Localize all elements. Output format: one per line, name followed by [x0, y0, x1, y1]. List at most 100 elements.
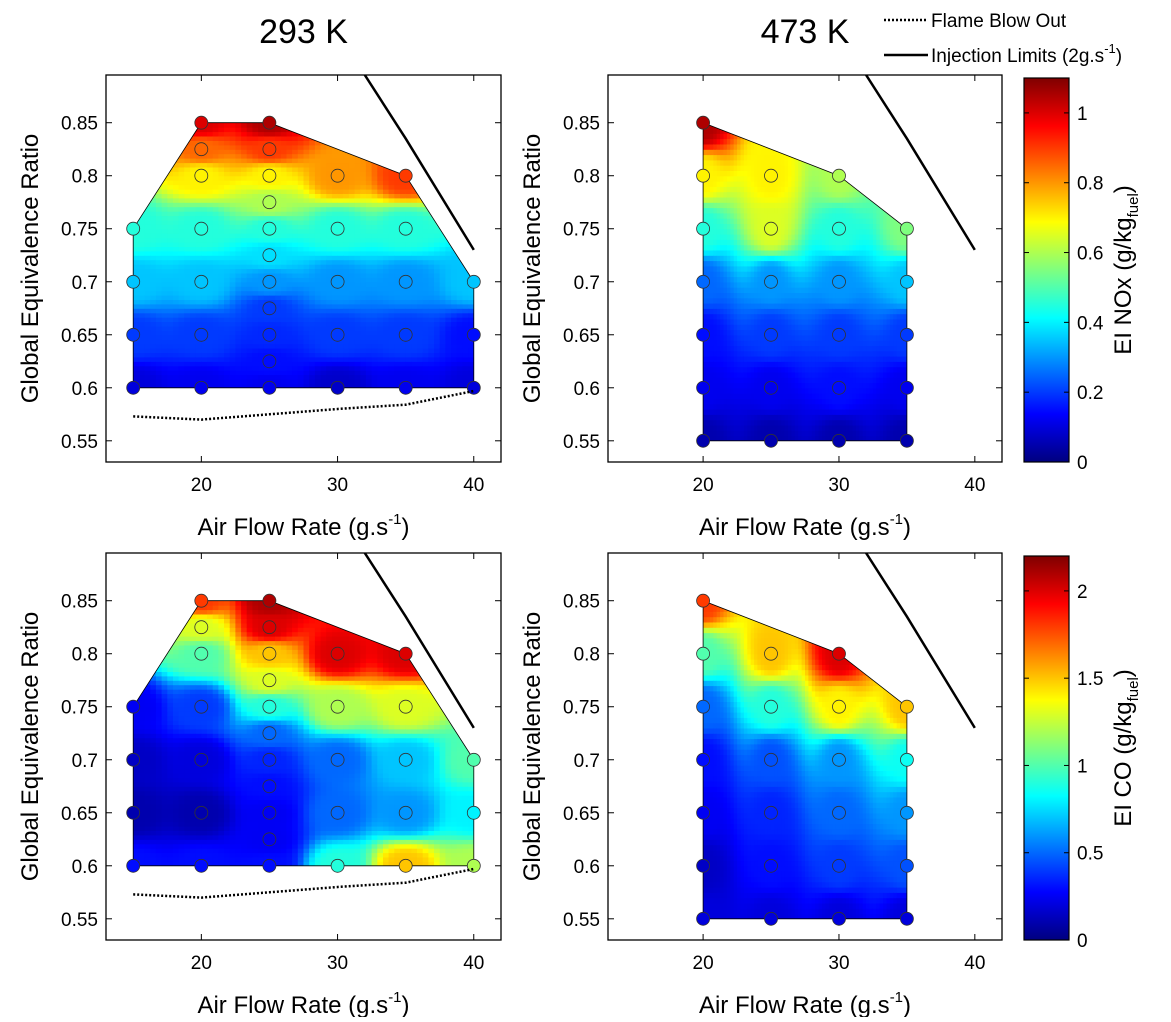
data-point — [195, 143, 208, 156]
x-tick-label: 20 — [693, 953, 714, 974]
y-tick-label: 0.85 — [61, 114, 98, 135]
y-tick-label: 0.8 — [574, 167, 600, 188]
y-tick-label: 0.65 — [563, 326, 600, 347]
data-point — [900, 806, 913, 819]
colorbar-label-tail: ) — [1110, 185, 1137, 193]
colorbar-tick-label: 0.8 — [1077, 174, 1103, 195]
x-tick-label: 40 — [463, 475, 484, 496]
data-point — [900, 434, 913, 447]
data-point — [765, 700, 778, 713]
data-point — [127, 806, 140, 819]
colorbar-label-text: EI CO (g/kg — [1110, 701, 1137, 826]
y-tick-label: 0.7 — [72, 273, 98, 294]
y-tick-label: 0.6 — [72, 379, 98, 400]
y-tick-label: 0.85 — [563, 114, 600, 135]
x-axis-label-tail: ) — [903, 992, 911, 1017]
x-axis-label-text: Air Flow Rate (g.s — [197, 992, 388, 1017]
data-point — [399, 222, 412, 235]
x-axis-label: Air Flow Rate (g.s-1) — [197, 511, 409, 541]
data-point — [127, 700, 140, 713]
y-tick-label: 0.65 — [61, 326, 98, 347]
x-tick-label: 40 — [964, 475, 985, 496]
colorbar-label-sub: fuel — [1125, 677, 1142, 701]
y-tick-label: 0.6 — [574, 379, 600, 400]
data-point — [833, 647, 846, 660]
colorbar-label: EI CO (g/kgfuel) — [1110, 669, 1142, 827]
x-axis-label: Air Flow Rate (g.s-1) — [197, 989, 409, 1017]
x-axis-label-sup: -1 — [890, 989, 903, 1006]
data-point — [833, 381, 846, 394]
data-point — [195, 169, 208, 182]
legend-label-flame-blow-out: Flame Blow Out — [931, 11, 1067, 32]
data-point — [263, 143, 276, 156]
data-point — [833, 859, 846, 872]
x-tick-label: 30 — [828, 953, 849, 974]
data-point — [263, 700, 276, 713]
data-point — [467, 753, 480, 766]
x-tick-label: 40 — [964, 953, 985, 974]
data-point — [263, 780, 276, 793]
data-point — [833, 700, 846, 713]
data-point — [697, 328, 710, 341]
data-point — [765, 381, 778, 394]
data-point — [195, 222, 208, 235]
data-point — [399, 647, 412, 660]
legend-label-injection-limits: Injection Limits (2g.s-1) — [931, 41, 1122, 67]
data-point — [263, 196, 276, 209]
x-axis-label-text: Air Flow Rate (g.s — [699, 992, 890, 1017]
y-tick-label: 0.7 — [574, 273, 600, 294]
y-tick-label: 0.65 — [61, 804, 98, 825]
data-point — [833, 753, 846, 766]
x-tick-label: 40 — [463, 953, 484, 974]
data-point — [263, 381, 276, 394]
colorbar-tick-label: 0.6 — [1077, 244, 1103, 265]
data-point — [331, 381, 344, 394]
data-point — [263, 647, 276, 660]
data-point — [765, 753, 778, 766]
data-point — [263, 727, 276, 740]
data-point — [331, 275, 344, 288]
data-point — [263, 833, 276, 846]
data-point — [263, 116, 276, 129]
data-point — [467, 275, 480, 288]
data-point — [195, 381, 208, 394]
y-tick-label: 0.7 — [72, 751, 98, 772]
colorbar-tick-label: 1 — [1077, 756, 1088, 777]
data-point — [127, 222, 140, 235]
data-point — [900, 275, 913, 288]
legend: Flame Blow Out Injection Limits (2g.s-1) — [884, 11, 1122, 67]
data-point — [195, 647, 208, 660]
data-point — [331, 169, 344, 182]
data-point — [833, 806, 846, 819]
data-point — [697, 647, 710, 660]
y-tick-label: 0.85 — [61, 592, 98, 613]
x-axis-label-tail: ) — [402, 514, 410, 541]
data-point — [697, 169, 710, 182]
x-axis-label-sup: -1 — [890, 511, 903, 528]
colorbar-tick-label: 2 — [1077, 582, 1088, 603]
y-tick-label: 0.55 — [61, 910, 98, 931]
data-point — [765, 222, 778, 235]
y-tick-label: 0.75 — [563, 698, 600, 719]
data-point — [399, 169, 412, 182]
data-point — [263, 621, 276, 634]
data-point — [263, 806, 276, 819]
data-point — [765, 434, 778, 447]
data-point — [399, 859, 412, 872]
x-axis-label: Air Flow Rate (g.s-1) — [699, 989, 911, 1017]
data-point — [833, 328, 846, 341]
data-point — [697, 700, 710, 713]
data-point — [900, 328, 913, 341]
x-tick-label: 30 — [327, 475, 348, 496]
data-point — [697, 594, 710, 607]
x-axis-label-tail: ) — [903, 514, 911, 541]
data-point — [195, 275, 208, 288]
data-point — [697, 806, 710, 819]
data-point — [399, 381, 412, 394]
x-tick-label: 20 — [191, 953, 212, 974]
data-point — [263, 674, 276, 687]
